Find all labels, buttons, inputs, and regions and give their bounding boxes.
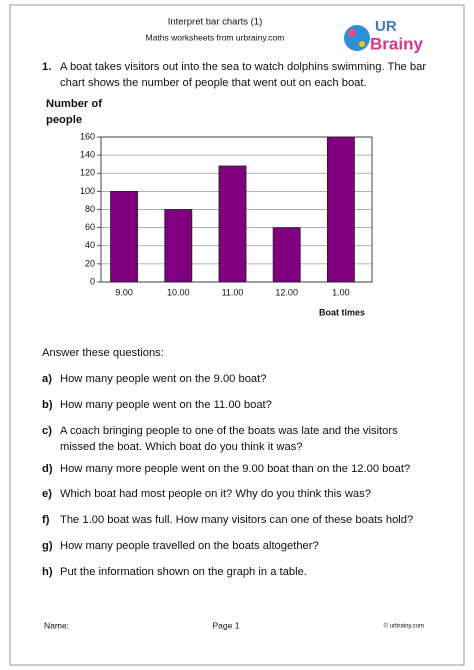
worksheet-subtitle: Maths worksheets from urbrainy.com <box>146 32 285 42</box>
question-text: missed the boat. Which boat do you think… <box>60 441 303 453</box>
logo-text: UR <box>375 18 397 35</box>
question-label: g) <box>42 540 53 552</box>
worksheet-title: Interpret bar charts (1) <box>168 17 263 28</box>
logo-dot <box>348 29 356 37</box>
footer-copyright: © urbrainy.com <box>384 623 424 630</box>
logo: UR Brainy <box>344 18 423 53</box>
question-text: How many people travelled on the boats a… <box>60 540 319 552</box>
logo-globe <box>344 25 370 51</box>
bar <box>164 209 193 283</box>
question-number: 1. <box>42 61 51 73</box>
question-text: A coach bringing people to one of the bo… <box>60 425 398 437</box>
question-text: Put the information shown on the graph i… <box>60 566 307 578</box>
question-label: h) <box>42 566 53 578</box>
footer-page: Page 1 <box>213 620 240 630</box>
y-axis-label: Number of <box>46 98 102 110</box>
y-tick-label: 40 <box>85 240 95 250</box>
question-text: How many more people went on the 9.00 bo… <box>60 463 410 475</box>
question-label: d) <box>42 463 53 475</box>
bar <box>272 227 301 283</box>
y-tick-label: 120 <box>80 168 95 178</box>
footer-name: Name: <box>44 620 69 630</box>
logo-text: Brainy <box>370 34 423 53</box>
y-tick-label: 0 <box>90 276 95 286</box>
x-tick-label: 1.00 <box>332 287 350 297</box>
x-axis-label: Boat times <box>319 307 365 317</box>
question-label: e) <box>42 488 52 500</box>
question-label: f) <box>42 514 50 526</box>
x-tick-label: 12.00 <box>275 287 298 297</box>
question-text: How many people went on the 9.00 boat? <box>60 373 267 385</box>
y-tick-label: 100 <box>80 186 95 196</box>
question-text: The 1.00 boat was full. How many visitor… <box>60 514 413 526</box>
question-label: a) <box>42 373 52 385</box>
bar <box>218 165 247 283</box>
bar <box>326 136 355 283</box>
x-tick-label: 11.00 <box>222 287 244 297</box>
question-text: How many people went on the 11.00 boat? <box>60 399 272 411</box>
y-tick-label: 160 <box>80 131 95 141</box>
x-tick-label: 9.00 <box>115 287 133 297</box>
question-label: c) <box>42 425 52 437</box>
logo-dot <box>359 41 365 47</box>
questions-intro: Answer these questions: <box>42 347 164 359</box>
question-text: A boat takes visitors out into the sea t… <box>60 61 426 73</box>
question-text: Which boat had most people on it? Why do… <box>60 488 371 500</box>
y-tick-label: 20 <box>85 258 95 268</box>
bar <box>110 190 139 283</box>
page-border <box>9 4 465 666</box>
y-axis-label: people <box>46 114 82 126</box>
y-tick-label: 140 <box>80 150 95 160</box>
y-tick-label: 60 <box>85 222 95 232</box>
x-tick-label: 10.00 <box>167 287 190 297</box>
question-text: chart shows the number of people that we… <box>60 77 367 89</box>
question-label: b) <box>42 399 53 411</box>
y-tick-label: 80 <box>85 204 95 214</box>
